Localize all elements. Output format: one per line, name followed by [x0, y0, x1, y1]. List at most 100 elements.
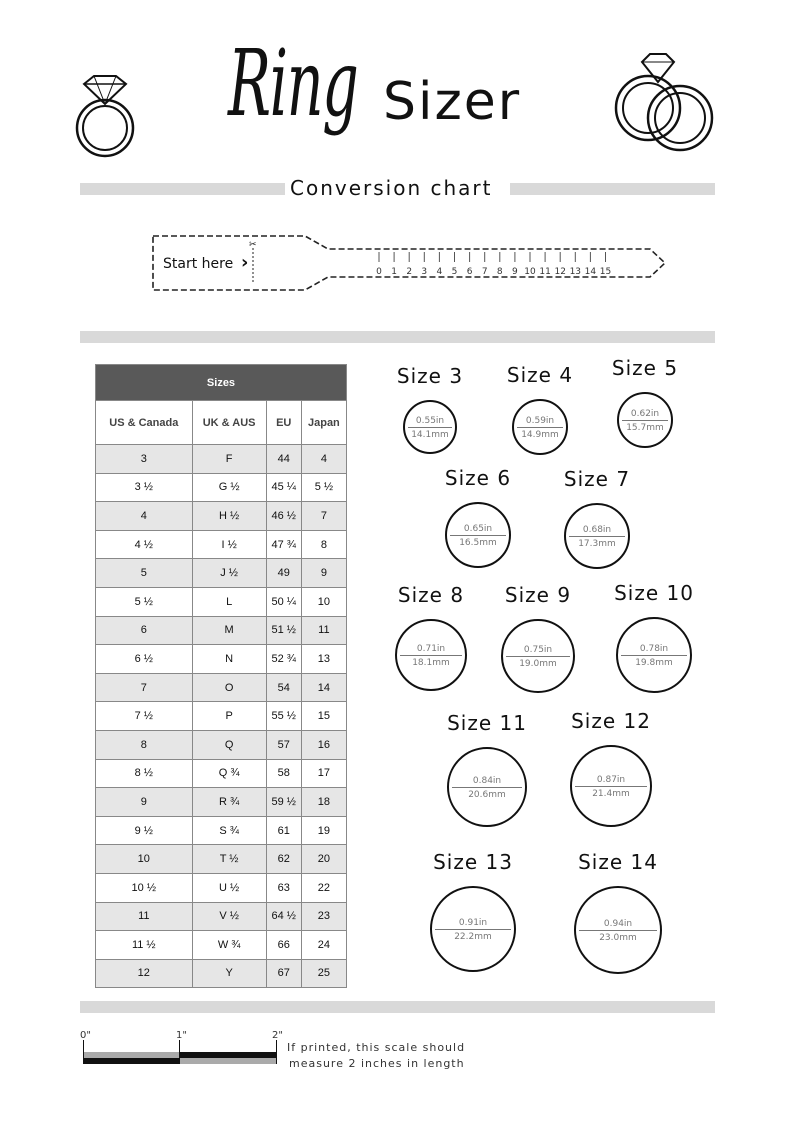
- tick-label: 15: [600, 267, 611, 277]
- ring-diameter-mm: 22.2mm: [454, 932, 492, 942]
- table-row: 11 V ½ 64 ½ 23: [95, 901, 348, 932]
- table-cell: S ¾: [191, 815, 267, 846]
- table-cell: 19: [300, 815, 348, 846]
- table-cell: 61: [265, 815, 302, 846]
- table-cell: 8: [95, 729, 193, 760]
- table-cell: 20: [300, 844, 348, 874]
- table-cell: 46 ½: [265, 501, 302, 531]
- ring-size-label: Size 14: [578, 850, 658, 874]
- ring-size-label: Size 10: [614, 581, 694, 605]
- ring-diameter-mm: 19.8mm: [635, 658, 673, 668]
- table-cell: 14: [300, 672, 348, 703]
- table-cell: O: [191, 672, 267, 703]
- tick-label: 12: [554, 267, 565, 277]
- table-cell: 9: [300, 558, 348, 588]
- tick-label: 1: [391, 267, 397, 277]
- table-cell: 63: [265, 872, 302, 903]
- ring-size-label: Size 5: [611, 356, 679, 380]
- tick-label: 5: [452, 267, 458, 277]
- table-cell: M: [191, 615, 267, 646]
- tick-label: 6: [467, 267, 473, 277]
- ring-diameter-in: 0.87in: [596, 775, 626, 785]
- ring-size-circle: 0.91in 22.2mm: [430, 886, 516, 972]
- ring-size-circle: 0.59in 14.9mm: [512, 399, 568, 455]
- ring-size-label: Size 6: [444, 466, 512, 490]
- diameter-line: [517, 427, 563, 428]
- table-cell: 10: [300, 586, 348, 617]
- ring-size-label: Size 3: [396, 364, 464, 388]
- table-cell: 44: [265, 444, 302, 474]
- ring-size-label: Size 9: [504, 583, 572, 607]
- diameter-line: [435, 929, 511, 930]
- table-row: 6 M 51 ½ 11: [95, 615, 348, 646]
- table-row: 8 Q 57 16: [95, 729, 348, 760]
- diameter-line: [452, 787, 522, 788]
- title-script: Ring: [228, 30, 359, 137]
- table-cell: 17: [300, 758, 348, 789]
- column-header: UK & AUS: [191, 400, 267, 445]
- table-cell: 23: [300, 901, 348, 932]
- table-cell: 6 ½: [95, 644, 193, 674]
- scale-label-1: 1": [176, 1030, 187, 1041]
- table-cell: 6: [95, 615, 193, 646]
- table-cell: 50 ¼: [265, 586, 302, 617]
- table-cell: J ½: [191, 558, 267, 588]
- table-cell: 62: [265, 844, 302, 874]
- table-row: 7 ½ P 55 ½ 15: [95, 701, 348, 731]
- diamond-ring-icon: [75, 75, 135, 158]
- table-cell: 10 ½: [95, 872, 193, 903]
- table-row: 5 ½ L 50 ¼ 10: [95, 586, 348, 617]
- diameter-line: [621, 655, 687, 656]
- table-row: 3 F 44 4: [95, 444, 348, 474]
- table-cell: 24: [300, 930, 348, 960]
- ring-size-circle: 0.71in 18.1mm: [395, 619, 467, 691]
- ring-diameter-mm: 20.6mm: [468, 790, 506, 800]
- table-cell: 7 ½: [95, 701, 193, 731]
- table-cell: 67: [265, 958, 302, 989]
- arrow-right-icon: ›: [241, 252, 249, 273]
- ring-diameter-in: 0.59in: [525, 416, 555, 426]
- divider: [80, 183, 285, 195]
- table-cell: 4: [300, 444, 348, 474]
- ring-diameter-in: 0.68in: [582, 525, 612, 535]
- ring-size-circle: 0.94in 23.0mm: [574, 886, 662, 974]
- ring-size-circle: 0.68in 17.3mm: [564, 503, 630, 569]
- table-cell: 3 ½: [95, 472, 193, 503]
- table-cell: W ¾: [191, 930, 267, 960]
- ring-diameter-mm: 18.1mm: [412, 658, 450, 668]
- tick-label: 0: [376, 267, 382, 277]
- tick-label: 2: [406, 267, 412, 277]
- table-cell: U ½: [191, 872, 267, 903]
- table-cell: Q ¾: [191, 758, 267, 789]
- table-cell: N: [191, 644, 267, 674]
- table-cell: 11: [300, 615, 348, 646]
- table-cell: 4 ½: [95, 529, 193, 560]
- table-cell: T ½: [191, 844, 267, 874]
- table-cell: 13: [300, 644, 348, 674]
- scissors-icon: ✂: [249, 240, 257, 250]
- table-cell: 47 ¾: [265, 529, 302, 560]
- ring-size-label: Size 12: [571, 709, 651, 733]
- diameter-line: [450, 535, 506, 536]
- ring-diameter-mm: 16.5mm: [459, 538, 497, 548]
- ring-diameter-mm: 14.1mm: [411, 430, 449, 440]
- table-cell: 5 ½: [300, 472, 348, 503]
- table-cell: 57: [265, 729, 302, 760]
- scale-segment: [180, 1058, 276, 1064]
- table-cell: 22: [300, 872, 348, 903]
- wedding-rings-icon: [614, 53, 714, 152]
- subtitle: Conversion chart: [290, 176, 493, 200]
- ring-diameter-in: 0.84in: [472, 776, 502, 786]
- scale-segment: [84, 1052, 180, 1058]
- table-cell: 5 ½: [95, 586, 193, 617]
- ring-diameter-in: 0.91in: [458, 918, 488, 928]
- table-row: 7 O 54 14: [95, 672, 348, 703]
- scale-note: If printed, this scale should measure 2 …: [287, 1040, 465, 1072]
- ring-diameter-mm: 17.3mm: [578, 539, 616, 549]
